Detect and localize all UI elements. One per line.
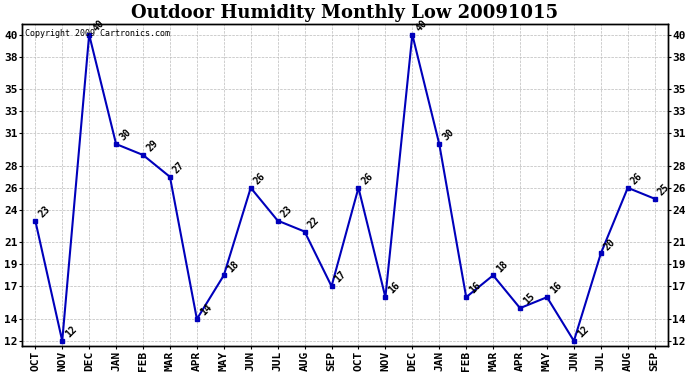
Text: 18: 18 — [495, 258, 510, 274]
Text: 20: 20 — [602, 237, 618, 252]
Text: 22: 22 — [306, 215, 322, 230]
Text: 12: 12 — [575, 324, 591, 339]
Text: 29: 29 — [144, 138, 160, 154]
Text: 12: 12 — [63, 324, 79, 339]
Text: 14: 14 — [198, 302, 214, 318]
Text: 17: 17 — [333, 270, 348, 285]
Text: 15: 15 — [522, 291, 537, 307]
Text: 26: 26 — [252, 171, 268, 186]
Text: 30: 30 — [117, 127, 133, 142]
Title: Outdoor Humidity Monthly Low 20091015: Outdoor Humidity Monthly Low 20091015 — [131, 4, 559, 22]
Text: 25: 25 — [656, 182, 671, 197]
Text: 16: 16 — [549, 280, 564, 296]
Text: Copyright 2009 Cartronics.com: Copyright 2009 Cartronics.com — [25, 28, 170, 38]
Text: 18: 18 — [225, 258, 241, 274]
Text: 40: 40 — [90, 18, 106, 33]
Text: 23: 23 — [279, 204, 295, 219]
Text: 26: 26 — [360, 171, 375, 186]
Text: 16: 16 — [387, 280, 402, 296]
Text: 30: 30 — [441, 127, 456, 142]
Text: 16: 16 — [468, 280, 483, 296]
Text: 27: 27 — [171, 160, 187, 176]
Text: 26: 26 — [629, 171, 644, 186]
Text: 23: 23 — [37, 204, 52, 219]
Text: 40: 40 — [414, 18, 429, 33]
